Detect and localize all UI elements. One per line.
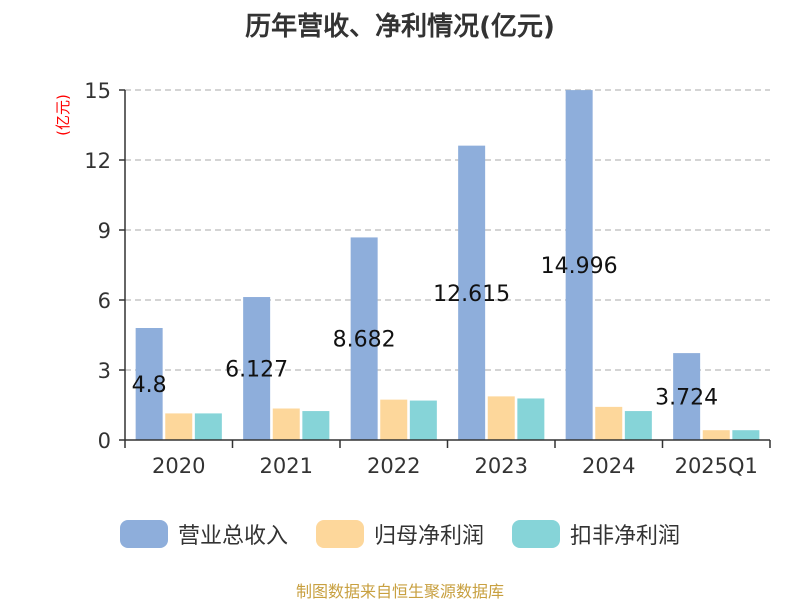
legend-label: 扣非净利润 bbox=[570, 524, 681, 549]
y-tick-label: 12 bbox=[84, 149, 111, 173]
y-tick-label: 9 bbox=[98, 219, 111, 243]
bar-2020-series-1 bbox=[165, 413, 193, 440]
bar-2022-series-2 bbox=[409, 400, 437, 440]
legend-swatch bbox=[119, 520, 168, 548]
legend: 营业总收入 归母净利润 扣非净利润 bbox=[0, 518, 800, 550]
bar-2021-series-1 bbox=[272, 408, 300, 440]
x-tick-label: 2022 bbox=[367, 454, 420, 478]
bar-2025Q1-series-1 bbox=[702, 430, 730, 440]
axes: 0 3 6 9 12 15 2020 2021 2022 2023 2024 2025Q1 bbox=[84, 79, 771, 478]
y-tick-label: 0 bbox=[98, 429, 111, 453]
data-label: 6.127 bbox=[225, 358, 288, 383]
bar-2020-series-0 bbox=[135, 328, 163, 440]
x-tick-label: 2023 bbox=[475, 454, 528, 478]
bar-2025Q1-series-0 bbox=[673, 353, 701, 440]
bar-2024-series-2 bbox=[624, 411, 652, 440]
x-tick-label: 2024 bbox=[582, 454, 635, 478]
bar-2023-series-0 bbox=[458, 145, 486, 440]
y-tick-label: 3 bbox=[98, 359, 111, 383]
y-tick-label: 6 bbox=[98, 289, 111, 313]
chart-title: 历年营收、净利情况(亿元) bbox=[245, 12, 555, 42]
x-tick-label: 2021 bbox=[260, 454, 313, 478]
x-tick-label: 2020 bbox=[152, 454, 205, 478]
legend-item[interactable]: 扣非净利润 bbox=[512, 518, 680, 550]
y-axis-label: (亿元) bbox=[54, 94, 72, 136]
data-label: 3.724 bbox=[655, 386, 718, 411]
legend-swatch bbox=[512, 520, 560, 548]
data-label: 4.8 bbox=[132, 373, 167, 398]
bar-2025Q1-series-2 bbox=[732, 430, 760, 440]
bars bbox=[135, 90, 760, 441]
bar-2020-series-2 bbox=[194, 413, 222, 440]
legend-swatch bbox=[315, 520, 364, 548]
legend-item[interactable]: 营业总收入 bbox=[119, 518, 288, 550]
bar-2021-series-0 bbox=[243, 297, 271, 440]
bar-2022-series-1 bbox=[380, 399, 408, 440]
bar-2022-series-0 bbox=[350, 237, 378, 440]
bar-2024-series-0 bbox=[565, 90, 593, 441]
data-labels: 4.8 6.127 8.682 12.615 14.996 3.724 bbox=[132, 254, 718, 411]
y-tick-label: 15 bbox=[84, 79, 111, 103]
x-tick-label: 2025Q1 bbox=[675, 454, 758, 478]
bar-2023-series-1 bbox=[487, 396, 515, 440]
grid-lines bbox=[125, 89, 770, 371]
legend-item[interactable]: 归母净利润 bbox=[315, 518, 484, 550]
legend-label: 归母净利润 bbox=[373, 524, 484, 549]
bar-2021-series-2 bbox=[302, 411, 330, 440]
source-note: 制图数据来自恒生聚源数据库 bbox=[295, 582, 504, 601]
data-label: 8.682 bbox=[333, 328, 396, 353]
data-label: 12.615 bbox=[433, 282, 510, 307]
bar-2023-series-2 bbox=[517, 398, 545, 440]
bar-2024-series-1 bbox=[595, 406, 623, 440]
legend-label: 营业总收入 bbox=[177, 524, 288, 549]
data-label: 14.996 bbox=[541, 254, 618, 279]
